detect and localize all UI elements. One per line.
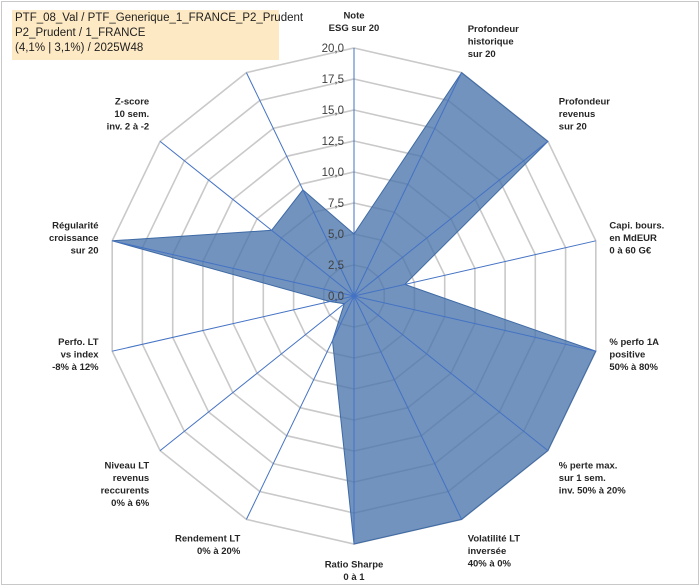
axis-spoke (353, 295, 596, 352)
tick-label: 5,0 (328, 229, 344, 241)
tick-label: 7,5 (328, 198, 344, 210)
axis-spoke (353, 141, 549, 297)
axis-label: Rendement LT 0% à 20% (175, 533, 241, 557)
chart-title-line: (4,1% | 3,1%) / 2025W48 (15, 42, 144, 54)
tick-label: 17,5 (322, 74, 344, 86)
axis-label: Ratio Sharpe 0 à 1 (325, 559, 384, 583)
axis-spoke (353, 240, 596, 297)
axis-label: Perfo. LT vs index -8% à 12% (52, 337, 99, 373)
tick-label: 0,0 (328, 291, 344, 303)
axis-label: % perfo 1A positive 50% à 80% (609, 337, 659, 373)
axis-label: % perte max. sur 1 sem. inv. 50% à 20% (559, 461, 626, 497)
axis-label: Profondeur revenus sur 20 (559, 97, 610, 133)
axis-spoke (112, 240, 355, 297)
chart-title-line: PTF_08_Val / PTF_Generique_1_FRANCE_P2_P… (15, 12, 304, 24)
chart-title-box: PTF_08_Val / PTF_Generique_1_FRANCE_P2_P… (12, 10, 304, 60)
tick-label: 2,5 (328, 260, 344, 272)
tick-label: 12,5 (322, 136, 344, 148)
axis-label: Capi. bours. en MdEUR 0 à 60 G€ (609, 220, 664, 256)
axis-label: Note ESG sur 20 (329, 10, 380, 34)
axis-spoke (353, 295, 549, 451)
axis-spoke (353, 295, 463, 520)
axis-spoke (245, 295, 355, 520)
axis-spoke (353, 72, 463, 297)
axis-label: Régularité croissance sur 20 (49, 220, 99, 256)
chart-title-line: P2_Prudent / 1_FRANCE (15, 27, 146, 39)
axis-label: Z-score 10 sem. inv. 2 à -2 (107, 97, 150, 133)
axis-spoke (245, 72, 355, 297)
axis-label: Niveau LT revenus reccurents 0% à 6% (101, 461, 150, 510)
tick-label: 10,0 (322, 167, 344, 179)
axis-spoke (159, 295, 355, 451)
axis-label: Volatilité LT inversée 40% à 0% (468, 533, 521, 569)
tick-label: 15,0 (322, 105, 344, 117)
axis-spoke (112, 295, 355, 352)
axis-spoke (159, 141, 355, 297)
tick-label: 20,0 (322, 43, 344, 55)
axis-label: Profondeur historique sur 20 (468, 24, 519, 60)
